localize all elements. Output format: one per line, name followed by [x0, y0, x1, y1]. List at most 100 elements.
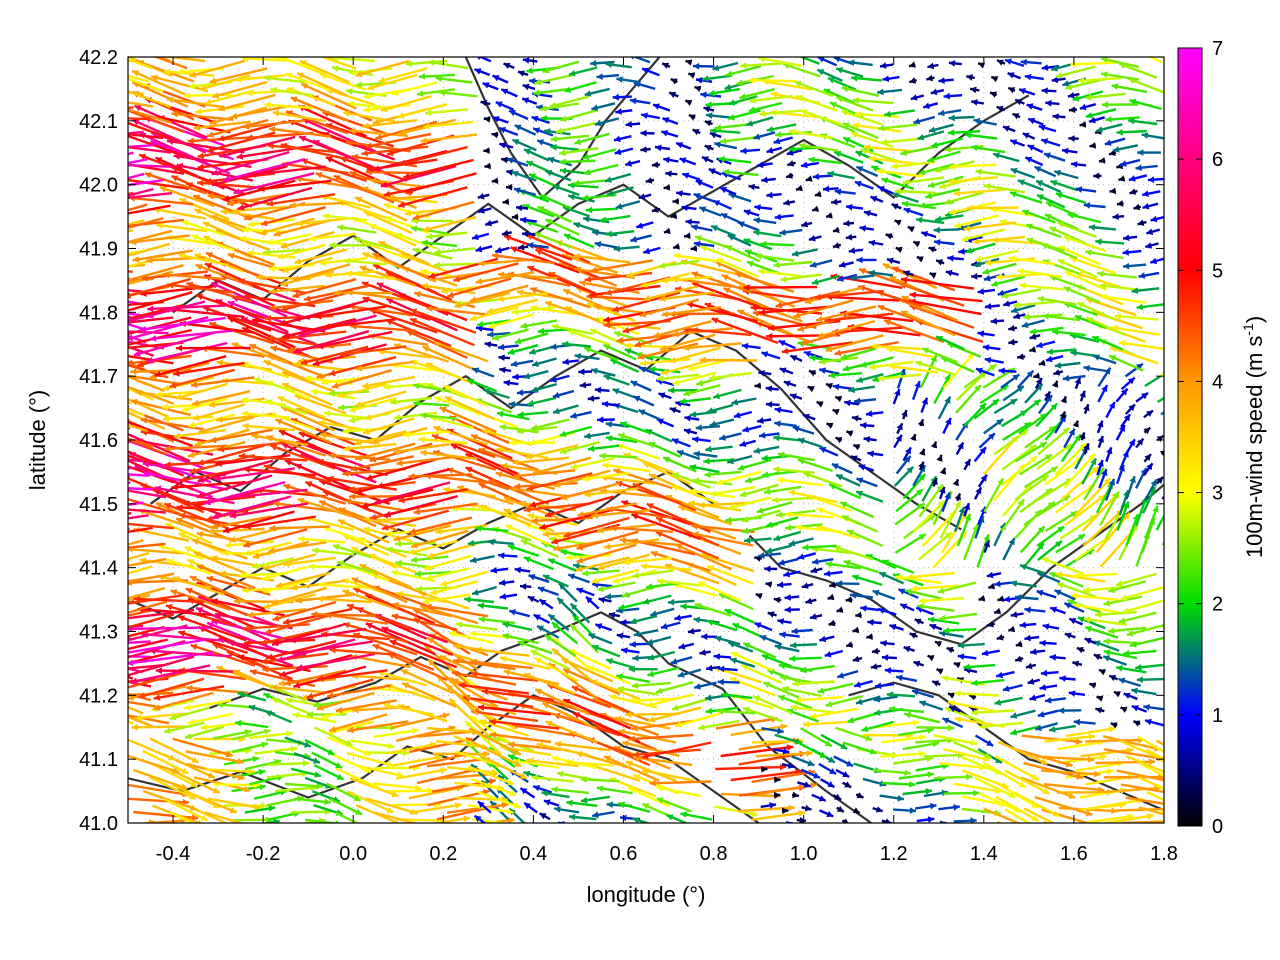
wind-vector: [1037, 709, 1059, 718]
wind-vector: [551, 647, 597, 685]
wind-vector-head: [542, 702, 550, 709]
wind-vector-head: [69, 523, 76, 530]
wind-vector: [1073, 718, 1096, 726]
wind-vector: [779, 631, 800, 639]
wind-vector-shaft: [1120, 783, 1164, 794]
wind-vector-head: [335, 762, 343, 769]
wind-vector: [526, 757, 579, 768]
wind-vector: [1095, 707, 1105, 714]
wind-vector-shaft: [975, 824, 1011, 831]
wind-vector: [58, 586, 123, 593]
wind-vector: [532, 785, 553, 794]
wind-vector-head: [767, 668, 775, 676]
wind-vector: [720, 744, 794, 758]
wind-vector-head: [656, 797, 664, 804]
wind-vector-shaft: [148, 776, 197, 800]
wind-vector-head: [818, 795, 826, 802]
wind-vector-head: [1035, 724, 1042, 732]
wind-vector-head: [200, 723, 208, 731]
wind-vector: [128, 638, 204, 654]
wind-vector-head: [66, 482, 72, 489]
wind-vector-shaft: [872, 768, 911, 775]
wind-vector-head: [227, 639, 235, 647]
wind-vector: [328, 797, 363, 816]
wind-vector-head: [827, 756, 835, 763]
wind-vector: [853, 679, 873, 688]
wind-vector-shaft: [128, 655, 152, 659]
wind-vector-head: [1100, 753, 1107, 761]
wind-vector: [1120, 783, 1164, 794]
wind-vector: [714, 805, 759, 818]
wind-vector-shaft: [809, 707, 858, 719]
wind-vector-shaft: [266, 640, 337, 660]
wind-vector-head: [780, 674, 787, 682]
wind-vector-shaft: [954, 692, 1000, 697]
wind-vector-shaft: [978, 792, 1022, 813]
wind-vector: [742, 642, 777, 659]
wind-vector-head: [190, 643, 198, 651]
wind-vector: [953, 740, 992, 760]
wind-vector-head: [62, 652, 69, 659]
wind-vector-head: [761, 765, 768, 773]
wind-vector-head: [1073, 718, 1081, 726]
wind-vector-shaft: [128, 612, 129, 616]
wind-vector-shaft: [128, 655, 195, 677]
wind-vector-head: [807, 759, 815, 767]
wind-vector-shaft: [386, 742, 437, 755]
wind-vector-head: [869, 748, 877, 755]
wind-vector: [677, 668, 702, 678]
wind-vector-shaft: [164, 721, 205, 734]
wind-vector-head: [47, 606, 53, 613]
wind-vector-shaft: [409, 803, 462, 814]
wind-vector: [313, 764, 345, 781]
wind-vector-head: [212, 787, 220, 794]
wind-vector-head: [675, 721, 682, 728]
wind-vector: [919, 700, 944, 711]
wind-vector-head: [633, 774, 641, 781]
wind-vector-head: [164, 727, 171, 734]
wind-vector: [227, 639, 307, 657]
wind-vector: [469, 715, 509, 743]
wind-vector-shaft: [374, 811, 419, 823]
wind-vector-head: [1118, 823, 1124, 830]
wind-vector: [142, 789, 198, 811]
wind-vector: [1065, 822, 1124, 830]
wind-vector: [855, 792, 864, 799]
wind-vector-head: [187, 718, 195, 726]
wind-vector-head: [870, 663, 878, 670]
wind-vector-head: [782, 807, 789, 815]
wind-vector-head: [1076, 773, 1083, 780]
wind-vector-head: [795, 696, 802, 704]
wind-vector-shaft: [526, 759, 579, 768]
wind-vector: [866, 633, 873, 640]
wind-vector: [580, 795, 611, 804]
wind-vector-shaft: [452, 659, 516, 671]
wind-vector: [782, 685, 822, 698]
wind-vector-head: [1058, 707, 1065, 714]
wind-vector-head: [1202, 791, 1209, 797]
wind-vector-head: [827, 781, 835, 788]
wind-vector-shaft: [580, 778, 620, 783]
wind-vector: [1049, 654, 1066, 661]
wind-vector-head: [873, 709, 881, 716]
wind-vector-shaft: [503, 669, 560, 686]
wind-vector: [427, 658, 472, 701]
wind-vector-head: [207, 622, 215, 629]
wind-vector-head: [233, 669, 241, 676]
wind-vector: [649, 779, 712, 787]
wind-vector-shaft: [293, 640, 373, 655]
wind-vector: [820, 733, 848, 750]
wind-vector-head: [1116, 665, 1123, 672]
wind-vector: [1116, 769, 1164, 782]
wind-vector: [355, 764, 405, 779]
wind-vector-shaft: [128, 700, 164, 709]
wind-vector-head: [705, 707, 713, 715]
wind-vector: [963, 663, 996, 671]
wind-vector: [128, 401, 132, 405]
wind-vector-head: [541, 790, 549, 797]
wind-vector: [936, 668, 944, 675]
wind-vector-head: [273, 818, 280, 823]
wind-vector-head: [1088, 733, 1095, 741]
wind-vector-head: [647, 654, 655, 661]
wind-vector-shaft: [782, 686, 822, 698]
